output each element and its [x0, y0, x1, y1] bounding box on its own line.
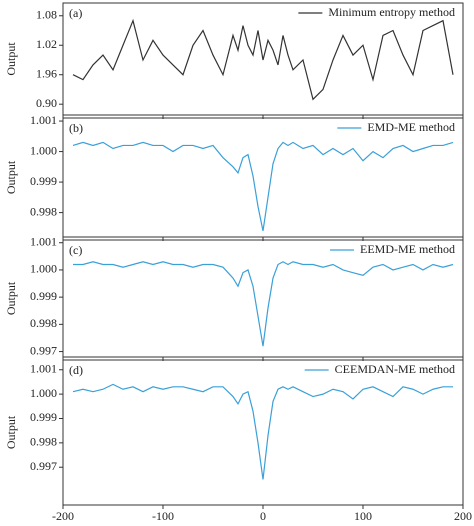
y-tick-label: 0.998 — [30, 204, 57, 218]
y-axis-label: Output — [4, 281, 18, 315]
data-line — [73, 261, 454, 347]
y-tick-label: 0.90 — [36, 96, 57, 110]
y-tick-label: 0.997 — [30, 459, 57, 473]
y-axis-label: Output — [4, 415, 18, 449]
data-line — [72, 383, 453, 480]
y-tick-label: 1.000 — [30, 143, 57, 157]
data-line — [72, 141, 454, 232]
y-tick-label: 1.000 — [30, 386, 57, 400]
x-tick-label: -200 — [52, 509, 74, 523]
legend-label: EEMD-ME method — [360, 242, 455, 256]
y-axis-label: Output — [4, 42, 18, 76]
panel-frame — [62, 239, 464, 358]
legend-label: Minimum entropy method — [328, 5, 455, 19]
y-tick-label: 1.001 — [30, 234, 57, 248]
data-line — [72, 18, 454, 101]
y-tick-label: 1.001 — [30, 113, 57, 127]
y-axis-label: Output — [4, 160, 18, 194]
y-tick-label: 0.998 — [30, 435, 57, 449]
panel-label: (a) — [69, 6, 82, 20]
y-tick-label: 1.96 — [36, 66, 57, 80]
y-tick-label: 0.999 — [30, 289, 57, 303]
x-tick-label: 0 — [260, 509, 266, 523]
legend-label: EMD-ME method — [367, 120, 455, 134]
panel-label: (b) — [69, 121, 83, 135]
x-axis-label: X position (m) — [228, 525, 299, 526]
panel-label: (d) — [69, 363, 83, 377]
y-tick-label: 1.001 — [30, 361, 57, 375]
legend-label: CEEMDAN-ME method — [335, 362, 455, 376]
y-tick-label: 1.02 — [36, 37, 57, 51]
x-tick-label: -100 — [152, 509, 174, 523]
panel-frame — [62, 359, 464, 506]
y-tick-label: 1.08 — [36, 8, 57, 22]
panel-label: (c) — [69, 243, 82, 257]
y-tick-label: 0.999 — [30, 174, 57, 188]
y-tick-label: 0.997 — [30, 343, 57, 357]
x-tick-label: 200 — [454, 509, 472, 523]
y-tick-label: 0.998 — [30, 316, 57, 330]
panel-frame — [62, 117, 464, 238]
y-tick-label: 0.999 — [30, 410, 57, 424]
x-tick-label: 100 — [354, 509, 372, 523]
y-tick-label: 1.000 — [30, 262, 57, 276]
